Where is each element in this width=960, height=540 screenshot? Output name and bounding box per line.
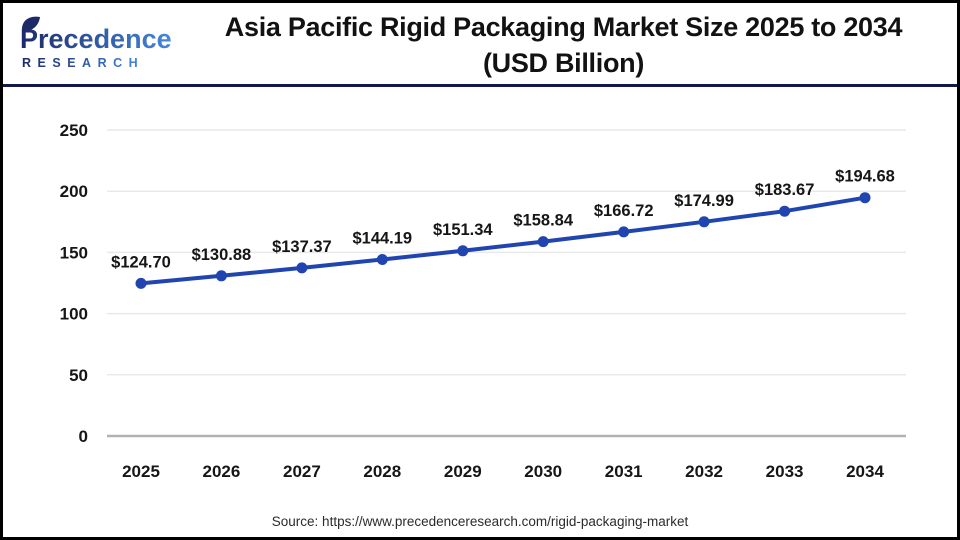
data-point-label: $174.99 — [674, 192, 734, 210]
data-point-label: $130.88 — [192, 246, 252, 264]
x-axis-tick-label: 2030 — [524, 462, 562, 481]
x-axis-tick-label: 2028 — [363, 462, 401, 481]
logo-wordmark: Precedence — [20, 24, 172, 54]
data-point — [779, 205, 791, 217]
x-axis-tick-label: 2025 — [122, 462, 160, 481]
y-axis-tick-label: 50 — [69, 366, 88, 385]
data-point-label: $158.84 — [513, 212, 573, 230]
y-axis-tick-label: 200 — [60, 182, 88, 201]
data-point — [618, 226, 630, 238]
y-axis-tick-label: 0 — [79, 427, 88, 446]
logo-subtext: RESEARCH — [22, 56, 144, 70]
data-point — [859, 192, 871, 204]
leaf-icon — [21, 16, 40, 31]
data-point-label: $137.37 — [272, 238, 332, 256]
y-axis-tick-label: 100 — [60, 305, 88, 324]
data-point-label: $194.68 — [835, 168, 895, 186]
trend-line — [139, 195, 867, 286]
x-axis-tick-label: 2026 — [202, 462, 240, 481]
data-point — [296, 262, 308, 274]
data-point — [135, 277, 147, 289]
data-point — [457, 245, 469, 257]
chart-title: Asia Pacific Rigid Packaging Market Size… — [178, 9, 949, 81]
chart-title-line1: Asia Pacific Rigid Packaging Market Size… — [224, 12, 903, 42]
data-point-label: $166.72 — [594, 202, 654, 220]
data-point — [698, 216, 710, 228]
data-point-label: $124.70 — [111, 253, 171, 271]
source-note: Source: https://www.precedenceresearch.c… — [271, 514, 689, 529]
x-axis-tick-label: 2029 — [444, 462, 482, 481]
x-axis-tick-label: 2031 — [605, 462, 643, 481]
data-point-label: $144.19 — [352, 230, 412, 248]
data-point-label: $151.34 — [433, 221, 493, 239]
data-point — [537, 236, 549, 248]
logo-graphic: Precedence RESEARCH — [20, 16, 172, 70]
y-axis-tick-label: 150 — [60, 243, 88, 262]
x-axis-tick-label: 2033 — [766, 462, 804, 481]
y-axis-tick-label: 250 — [60, 121, 88, 140]
x-axis-tick-label: 2027 — [283, 462, 321, 481]
data-point — [215, 270, 227, 282]
chart-title-line2: (USD Billion) — [482, 48, 645, 78]
header: Precedence RESEARCH Asia Pacific Rigid P… — [3, 3, 957, 87]
x-axis-tick-label: 2034 — [846, 462, 884, 481]
line-chart: 0 50 100 150 200 250 2025 2026 2027 2028 2029 2030 2… — [60, 121, 906, 481]
precedence-research-logo: Precedence RESEARCH — [19, 13, 174, 80]
data-point — [376, 254, 388, 265]
x-axis-tick-label: 2032 — [685, 462, 723, 481]
data-point-label: $183.67 — [755, 181, 815, 199]
